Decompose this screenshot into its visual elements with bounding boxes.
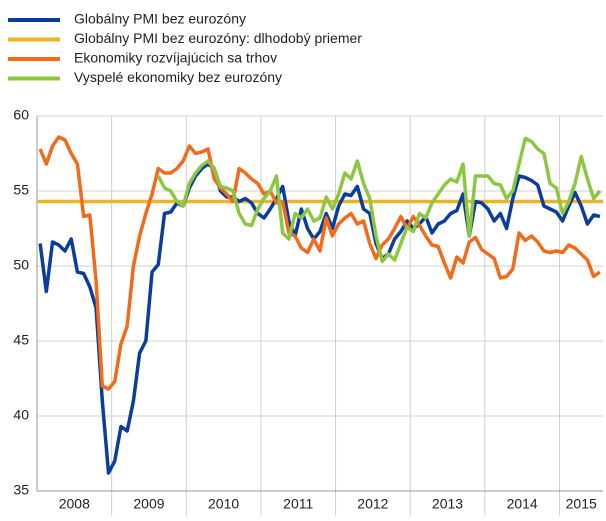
x-tick-label: 2009 (133, 496, 164, 512)
x-tick-label: 2012 (357, 496, 388, 512)
x-tick-label: 2008 (59, 496, 90, 512)
legend-label: Globálny PMI bez eurozóny (74, 11, 246, 27)
y-tick-label: 55 (13, 182, 29, 198)
x-tick-label: 2014 (507, 496, 538, 512)
y-tick-label: 50 (13, 257, 29, 273)
x-tick-label: 2011 (283, 496, 313, 512)
y-tick-label: 60 (13, 107, 29, 123)
x-tick-label: 2015 (566, 496, 597, 512)
y-tick-label: 35 (13, 482, 29, 498)
legend-label: Globálny PMI bez eurozóny: dlhodobý prie… (74, 30, 362, 46)
series-line (156, 136, 602, 264)
x-tick-label: 2010 (208, 496, 239, 512)
x-tick-label: 2013 (432, 496, 463, 512)
y-tick-label: 40 (13, 407, 29, 423)
series-line (38, 135, 601, 391)
legend-label: Vyspelé ekonomiky bez eurozóny (74, 69, 282, 85)
y-tick-label: 45 (13, 332, 29, 348)
legend-label: Ekonomiky rozvíjajúcich sa trhov (74, 50, 277, 66)
series-line (38, 162, 601, 475)
